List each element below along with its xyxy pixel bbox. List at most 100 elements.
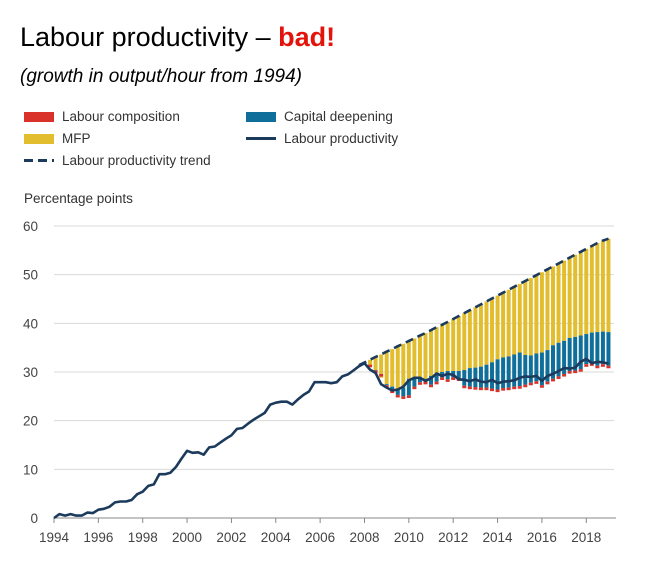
mfp-bar <box>506 289 511 357</box>
mfp-bar <box>545 269 550 351</box>
capital-deepening-swatch <box>246 112 276 122</box>
legend-label-mfp: MFP <box>62 131 91 146</box>
capital-deepening-bar <box>429 375 434 385</box>
mfp-bar <box>584 248 589 335</box>
labour-composition-bar <box>562 373 567 377</box>
labour-composition-bar <box>551 378 556 382</box>
labour-composition-bar <box>423 381 428 385</box>
capital-deepening-bar <box>401 387 406 397</box>
labour-composition-bar <box>467 386 472 390</box>
labour-composition-bar <box>478 387 483 391</box>
capital-deepening-bar <box>495 359 500 390</box>
labour-composition-bar <box>523 384 528 388</box>
capital-deepening-bar <box>395 389 400 395</box>
capital-deepening-bar <box>551 345 556 379</box>
y-tick-label: 30 <box>23 365 38 380</box>
labour-composition-bar <box>595 365 600 369</box>
labour-composition-bar <box>539 385 544 388</box>
mfp-bar <box>384 351 389 385</box>
mfp-bar <box>595 243 600 333</box>
x-tick-label: 2008 <box>349 530 379 545</box>
capital-deepening-bar <box>390 386 395 391</box>
mfp-bar <box>451 318 456 372</box>
mfp-bar <box>578 251 583 336</box>
mfp-bar <box>523 280 528 355</box>
x-tick-label: 2012 <box>438 530 468 545</box>
x-tick-label: 2004 <box>261 530 292 545</box>
mfp-bar <box>368 359 373 368</box>
capital-deepening-bar <box>589 332 594 364</box>
capital-deepening-bar <box>501 357 506 389</box>
labour-composition-bar <box>501 388 506 391</box>
x-tick-label: 2000 <box>172 530 202 545</box>
labour-composition-bar <box>495 389 500 393</box>
capital-deepening-bar <box>512 354 517 387</box>
labour-composition-bar <box>584 364 589 367</box>
labour-composition-bar <box>573 370 578 374</box>
mfp-bar <box>534 275 539 354</box>
y-tick-label: 50 <box>23 268 38 283</box>
mfp-bar <box>551 266 556 346</box>
capital-deepening-bar <box>523 354 528 385</box>
labour-composition-bar <box>368 364 373 368</box>
mfp-bar <box>467 310 472 369</box>
chart-title-main: Labour productivity – <box>20 22 271 52</box>
mfp-bar <box>406 340 411 379</box>
x-tick-label: 2006 <box>305 530 335 545</box>
mfp-bar <box>379 354 384 378</box>
capital-deepening-bar <box>573 336 578 371</box>
mfp-swatch <box>24 134 54 144</box>
capital-deepening-bar <box>606 332 611 366</box>
capital-deepening-bar <box>473 367 478 388</box>
labour-productivity-trend-line <box>358 237 609 367</box>
labour-composition-bar <box>434 381 439 385</box>
mfp-bar <box>567 257 572 338</box>
labour-composition-bar <box>445 379 450 382</box>
mfp-bar <box>478 304 483 367</box>
mfp-bar <box>528 278 533 356</box>
labour-composition-bar <box>534 381 539 384</box>
mfp-bar <box>401 343 406 388</box>
capital-deepening-bar <box>584 334 589 365</box>
mfp-bar <box>417 335 422 377</box>
labour-productivity-line <box>53 357 609 520</box>
capital-deepening-bar <box>462 370 467 386</box>
mfp-bar <box>429 330 434 376</box>
labour-composition-bar <box>451 377 456 380</box>
mfp-bar <box>589 245 594 333</box>
mfp-bar <box>434 327 439 374</box>
labour-composition-bar <box>379 373 384 377</box>
capital-deepening-bar <box>534 353 539 382</box>
mfp-bar <box>556 263 561 343</box>
capital-deepening-bar <box>490 362 495 389</box>
labour-composition-swatch <box>24 112 54 122</box>
capital-deepening-bar <box>506 356 511 388</box>
mfp-bar <box>573 254 578 337</box>
y-axis-label: Percentage points <box>24 191 133 206</box>
labour-composition-bar <box>395 394 400 398</box>
mfp-bar <box>462 313 467 371</box>
x-tick-label: 2018 <box>571 530 601 545</box>
labour-composition-bar <box>512 386 517 390</box>
labour-composition-bar <box>545 381 550 385</box>
trend-dash-swatch <box>24 159 54 162</box>
mfp-bar <box>423 333 428 379</box>
labour-composition-bar <box>606 365 611 369</box>
capital-deepening-bar <box>478 366 483 388</box>
labour-composition-bar <box>506 387 511 391</box>
x-tick-label: 2002 <box>216 530 246 545</box>
mfp-bar <box>495 295 500 360</box>
labour-composition-bar <box>484 387 489 391</box>
x-tick-label: 2010 <box>394 530 424 545</box>
capital-deepening-bar <box>600 331 605 365</box>
labour-composition-bar <box>600 364 605 367</box>
capital-deepening-bar <box>417 376 422 383</box>
capital-deepening-bar <box>556 342 561 377</box>
capital-deepening-bar <box>595 332 600 366</box>
capital-deepening-bar <box>406 378 411 396</box>
mfp-bar <box>373 356 378 371</box>
mfp-bar <box>517 283 522 353</box>
x-tick-label: 1994 <box>39 530 70 545</box>
mfp-bar <box>445 321 450 372</box>
capital-deepening-bar <box>412 376 417 387</box>
